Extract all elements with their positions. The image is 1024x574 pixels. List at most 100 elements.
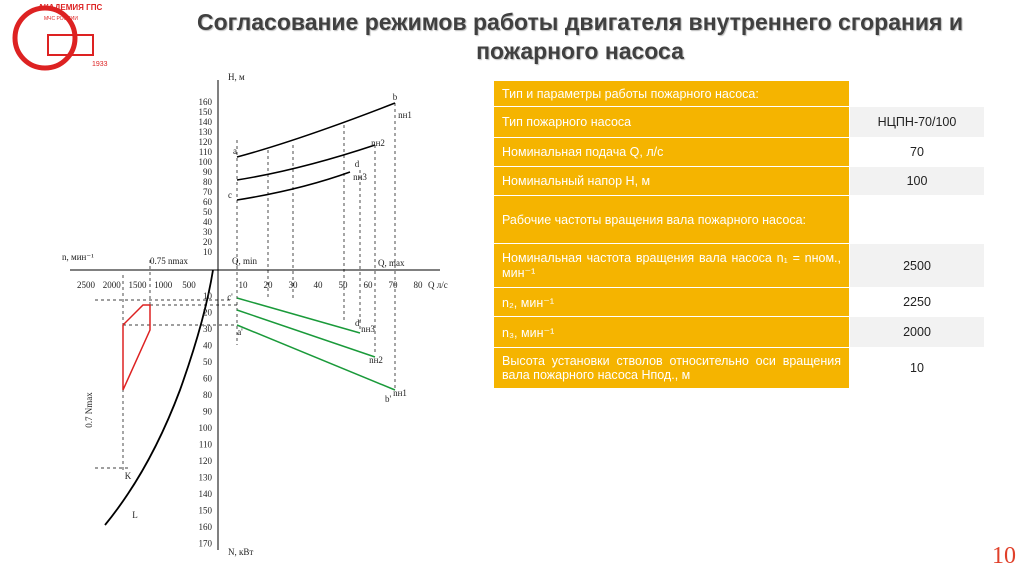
n-power-tick-label: 120 (199, 456, 213, 466)
logo-ring (12, 5, 78, 71)
diagram-label: c (228, 190, 232, 200)
diagram-label: nн2 (371, 138, 385, 148)
table-key: Рабочие частоты вращения вала пожарного … (493, 195, 850, 244)
logo-name: АКАДЕМИЯ ГПС (38, 3, 102, 12)
table-row: Номинальная частота вращения вала насоса… (493, 243, 985, 288)
table-value: 10 (849, 347, 985, 389)
curve-n3 (236, 171, 351, 201)
h-tick-label: 110 (199, 147, 213, 157)
table-value: 2000 (849, 316, 985, 348)
table-row: Рабочие частоты вращения вала пожарного … (493, 195, 985, 244)
red-region (122, 304, 151, 391)
n-tick-label: 500 (182, 280, 196, 290)
q-tick-label: 60 (364, 280, 374, 290)
diagram-label: b (393, 92, 398, 102)
q-tick-label: 50 (339, 280, 349, 290)
logo-truck (47, 34, 94, 56)
diagram-label: c' (227, 292, 233, 302)
table-value (849, 80, 985, 107)
diagram-label: Н, м (228, 72, 245, 82)
h-tick-label: 50 (203, 207, 213, 217)
h-tick-label: 150 (199, 107, 213, 117)
diagram-label: nн3 (361, 324, 375, 334)
diagram-label: 0.75 nmax (150, 256, 188, 266)
green-lines (236, 297, 396, 391)
diagram-label: L (132, 510, 138, 520)
q-tick-label: 30 (289, 280, 299, 290)
diagram-label: nн2 (369, 355, 383, 365)
n-power-tick-label: 110 (199, 440, 213, 450)
logo-org: МЧС РОССИИ (44, 16, 78, 22)
n-tick-label: 2500 (77, 280, 96, 290)
q-tick-label: 20 (264, 280, 274, 290)
logo: АКАДЕМИЯ ГПС МЧС РОССИИ 1933 (12, 3, 108, 71)
diagram: АКАДЕМИЯ ГПС МЧС РОССИИ 1933 10203040506… (12, 3, 448, 557)
n-tick-label: 1500 (129, 280, 148, 290)
h-tick-label: 120 (199, 137, 213, 147)
table-value: 2500 (849, 243, 985, 288)
diagram-label: d' (355, 318, 362, 328)
h-tick-label: 140 (199, 117, 213, 127)
curve-n2 (236, 144, 376, 181)
diagram-label: n, мин⁻¹ (62, 252, 94, 262)
diagram-label: Q л/с (428, 280, 448, 290)
diagram-label: a (233, 146, 237, 156)
slide-title: Согласование режимов работы двигателя вн… (196, 9, 963, 64)
table-row: Номинальная подача Q, л/с 70 (493, 137, 985, 167)
curve-n1 (236, 102, 396, 158)
n-power-tick-label: 30 (203, 324, 213, 334)
table-value: 100 (849, 166, 985, 196)
table-row: Тип и параметры работы пожарного насоса: (493, 80, 985, 107)
table-key: Тип и параметры работы пожарного насоса: (493, 80, 850, 107)
h-tick-label: 70 (203, 187, 213, 197)
axes (70, 80, 440, 550)
diagram-label: 0.7 Nmax (84, 392, 94, 428)
n-tick-label: 1000 (154, 280, 173, 290)
diagram-label: d (355, 159, 360, 169)
n-power-tick-label: 10 (203, 291, 213, 301)
diagram-label: Q, max (378, 258, 405, 268)
diagram-label: N, кВт (228, 547, 253, 557)
h-tick-label: 10 (203, 247, 213, 257)
n-power-tick-label: 100 (199, 423, 213, 433)
table-row: Номинальный напор Н, м 100 (493, 166, 985, 196)
q-tick-label: 80 (414, 280, 424, 290)
n-power-tick-label: 150 (199, 506, 213, 516)
table-key: Номинальный напор Н, м (493, 166, 850, 196)
n-power-tick-label: 140 (199, 489, 213, 499)
params-table: Тип и параметры работы пожарного насоса:… (493, 80, 985, 389)
n-power-tick-label: 170 (199, 539, 213, 549)
n-power-tick-label: 40 (203, 341, 213, 351)
n-power-tick-label: 160 (199, 522, 213, 532)
diagram-label: Q, min (232, 256, 258, 266)
table-row: n₂, мин⁻¹ 2250 (493, 287, 985, 317)
table-row: Тип пожарного насоса НЦПН-70/100 (493, 106, 985, 138)
table-value: НЦПН-70/100 (849, 106, 985, 138)
n-power-tick-label: 50 (203, 357, 213, 367)
table-row: Высота установки стволов относительно ос… (493, 347, 985, 389)
table-key: Высота установки стволов относительно ос… (493, 347, 850, 389)
diagram-label: nн3 (353, 172, 367, 182)
table-row: n₃, мин⁻¹ 2000 (493, 316, 985, 348)
diagram-label: b' (385, 394, 392, 404)
diagram-label: nн1 (393, 388, 407, 398)
n-power-tick-label: 20 (203, 308, 213, 318)
n-power-tick-label: 80 (203, 390, 213, 400)
table-key: Номинальная частота вращения вала насоса… (493, 243, 850, 288)
table-key: Тип пожарного насоса (493, 106, 850, 138)
h-tick-label: 130 (199, 127, 213, 137)
n-power-tick-label: 60 (203, 374, 213, 384)
q-tick-label: 70 (389, 280, 399, 290)
table-key: Номинальная подача Q, л/с (493, 137, 850, 167)
table-key: n₂, мин⁻¹ (493, 287, 850, 317)
h-tick-label: 160 (199, 97, 213, 107)
h-tick-label: 100 (199, 157, 213, 167)
table-value: 70 (849, 137, 985, 167)
h-tick-label: 20 (203, 237, 213, 247)
h-tick-label: 60 (203, 197, 213, 207)
logo-year: 1933 (92, 61, 108, 68)
q-tick-label: 10 (239, 280, 249, 290)
table-value: 2250 (849, 287, 985, 317)
n-power-tick-label: 90 (203, 407, 213, 417)
